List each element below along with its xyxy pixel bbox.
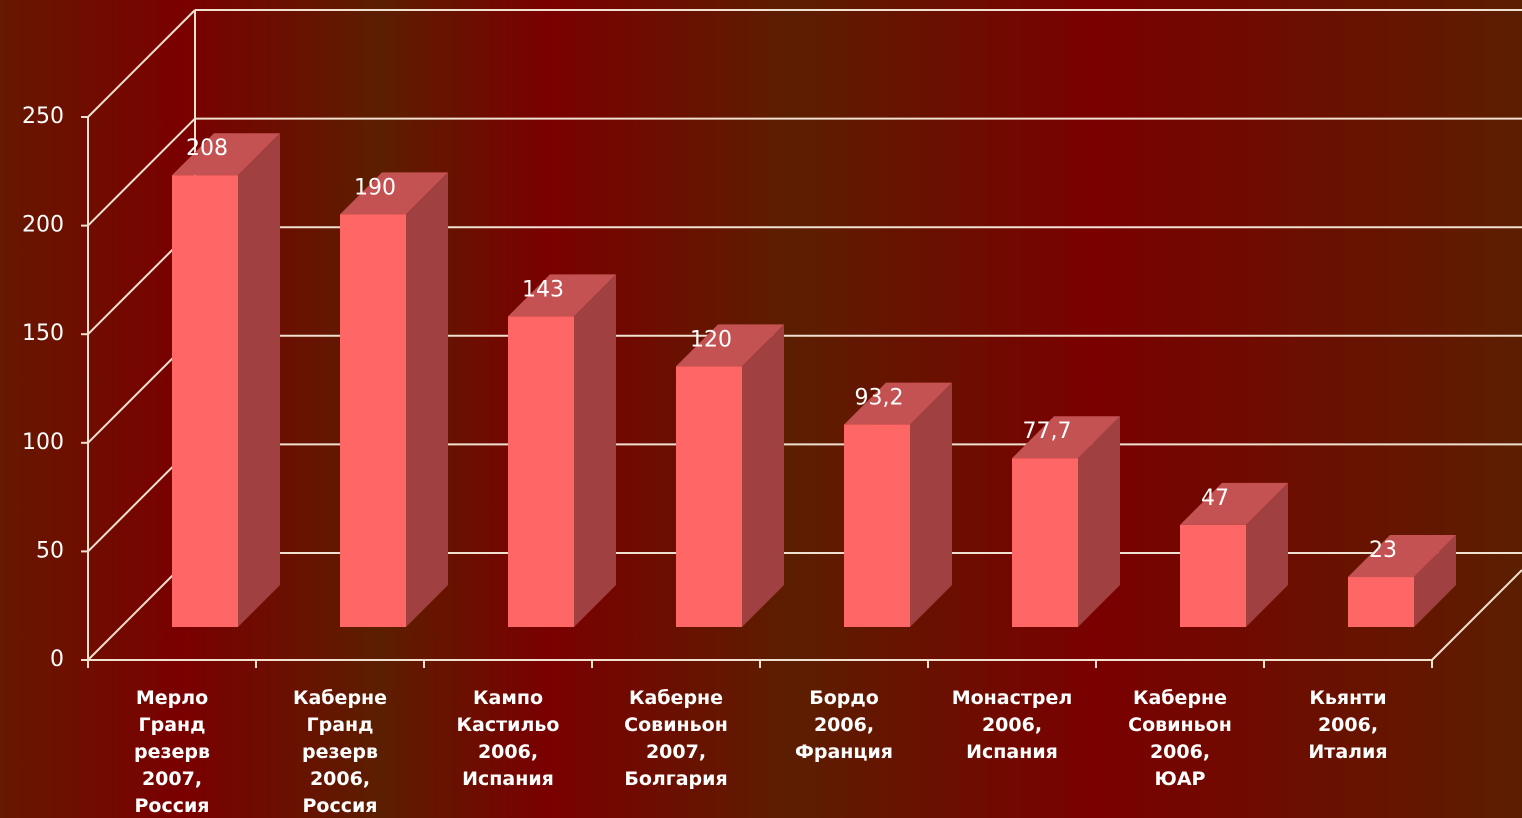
bar-top [508,274,616,317]
label-line: Испания [462,768,554,790]
label-line: Италия [1308,741,1387,763]
label-line: Монастрел [952,687,1073,709]
label-line: ЮАР [1155,768,1206,790]
value-label: 23 [1369,538,1397,563]
label-line: Кастильо [457,714,560,736]
bar [340,214,406,627]
bar-side [1246,482,1288,627]
label-line: 2006, [1318,714,1378,736]
x-tick-label: Каберне Совиньон 2006, ЮАР [1128,687,1232,790]
bar-top [676,324,784,367]
label-line: 2006, [982,714,1042,736]
label-line: резерв [134,741,210,763]
bar [844,424,910,627]
bar [172,175,238,627]
label-line: Совиньон [624,714,728,736]
label-line: резерв [302,741,378,763]
value-label: 208 [186,136,228,161]
label-line: Гранд [306,714,373,736]
label-line: 2006, [814,714,874,736]
label-line: 2007, [646,741,706,763]
bar [1012,458,1078,627]
value-label: 190 [354,175,396,200]
label-line: Кампо [473,687,543,709]
value-label: 47 [1201,486,1229,511]
x-tick-label: Монастрел 2006, Испания [952,687,1073,763]
y-tick-label: 150 [22,321,64,346]
x-tick-label: Каберне Гранд резерв 2006, Россия [293,687,387,817]
label-line: Испания [966,741,1058,763]
bar-top [1012,416,1120,459]
value-label: 120 [690,327,732,352]
y-tick-label: 100 [22,430,64,455]
x-tick-label: Каберне Совиньон 2007, Болгария [624,687,728,790]
label-line: Каберне [629,687,723,709]
label-line: 2007, [142,768,202,790]
bar-side [238,133,280,627]
label-line: 2006, [478,741,538,763]
x-tick-label: Бордо 2006, Франция [795,687,893,763]
floor-right-edge [1431,569,1522,661]
bar-side [574,274,616,627]
bar-side [1414,535,1456,627]
bar [1180,524,1246,627]
y-tick-label: 250 [22,104,64,129]
grid-line [87,9,196,118]
grid-line [87,117,196,227]
bar [508,316,574,627]
label-line: Россия [302,795,377,817]
label-line: Гранд [138,714,205,736]
x-tick-label: Мерло Гранд резерв 2007, Россия [134,687,210,817]
label-line: Мерло [136,687,208,709]
label-line: Болгария [624,768,727,790]
bar [676,366,742,627]
y-tick-label: 0 [50,647,64,672]
label-line: 2006, [310,768,370,790]
label-line: Каберне [1133,687,1227,709]
bar-top [1180,482,1288,525]
value-label: 77,7 [1023,419,1072,444]
value-label: 93,2 [855,386,904,411]
bar-top [172,133,280,176]
label-line: 2006, [1150,741,1210,763]
label-line: Каберне [293,687,387,709]
value-label: 143 [522,277,564,302]
bar-side [742,324,784,627]
bar-top [340,172,448,215]
x-tick-label: Кьянти 2006, Италия [1308,687,1387,763]
bar-side [1078,416,1120,627]
y-tick-label: 200 [22,213,64,238]
bar [1348,577,1414,627]
label-line: Кьянти [1309,687,1386,709]
x-tick-label: Кампо Кастильо 2006, Испания [457,687,560,790]
label-line: Франция [795,741,893,763]
label-line: Совиньон [1128,714,1232,736]
bar-side [406,172,448,627]
bar-side [910,382,952,627]
bar-top [844,382,952,425]
y-tick-label: 50 [36,538,64,563]
label-line: Бордо [809,687,879,709]
label-line: Россия [134,795,209,817]
bar-top [1348,535,1456,578]
